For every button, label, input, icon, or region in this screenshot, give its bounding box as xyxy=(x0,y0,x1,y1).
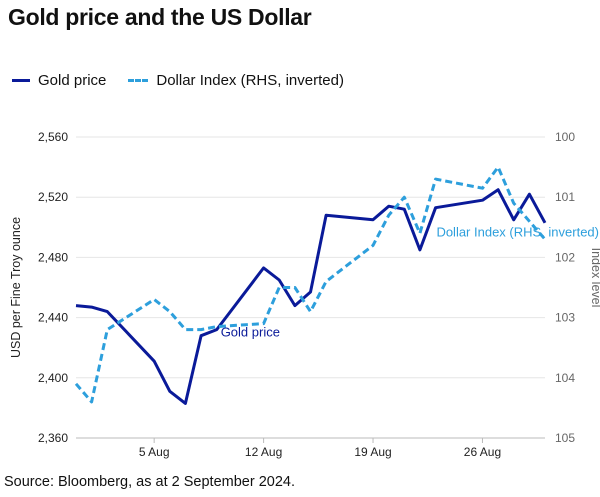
legend-item-gold-price: Gold price xyxy=(12,72,106,89)
y-tick-label: 2,400 xyxy=(38,371,68,385)
legend-swatch-dashed xyxy=(128,79,149,82)
series-line-dollar-index xyxy=(74,165,547,404)
legend: Gold price Dollar Index (RHS, inverted) xyxy=(12,72,366,89)
y2-tick-label: 103 xyxy=(555,311,575,325)
y-tick-label: 2,360 xyxy=(38,431,68,445)
legend-label-dollar-index: Dollar Index (RHS, inverted) xyxy=(156,72,344,89)
legend-swatch-solid xyxy=(12,79,30,82)
legend-label-gold-price: Gold price xyxy=(38,72,107,89)
y2-tick-label: 105 xyxy=(555,431,575,445)
y2-tick-label: 102 xyxy=(555,250,575,264)
chart-title: Gold price and the US Dollar xyxy=(8,4,312,30)
y-tick-label: 2,520 xyxy=(38,190,68,204)
x-tick-label: 19 Aug xyxy=(354,445,391,459)
series-line-gold-price xyxy=(75,188,547,405)
y2-tick-label: 104 xyxy=(555,371,575,385)
y2-tick-label: 101 xyxy=(555,190,575,204)
y-tick-label: 2,480 xyxy=(38,250,68,264)
annotation-dollar-index: Dollar Index (RHS, inverted) xyxy=(436,224,599,239)
x-tick-label: 5 Aug xyxy=(139,445,170,459)
y2-axis-title: Index level xyxy=(589,248,600,308)
y-tick-label: 2,440 xyxy=(38,311,68,325)
y2-tick-label: 100 xyxy=(555,130,575,144)
source-note: Source: Bloomberg, as at 2 September 202… xyxy=(4,474,295,490)
y-axis-title: USD per Fine Troy ounce xyxy=(9,217,23,358)
annotation-gold-price: Gold price xyxy=(221,325,280,340)
y-tick-label: 2,560 xyxy=(38,130,68,144)
x-tick-label: 12 Aug xyxy=(245,445,282,459)
legend-item-dollar-index: Dollar Index (RHS, inverted) xyxy=(128,72,344,89)
x-tick-label: 26 Aug xyxy=(464,445,501,459)
